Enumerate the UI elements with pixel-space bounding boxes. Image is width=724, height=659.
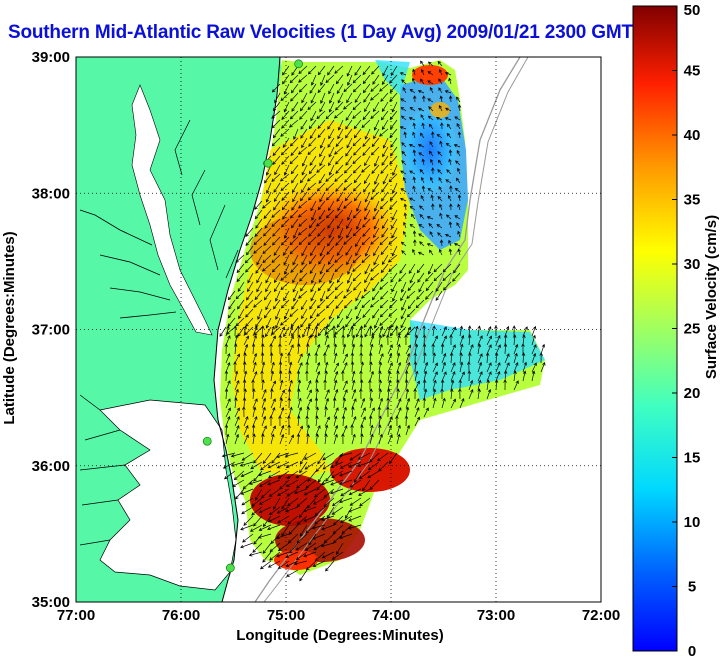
x-tick-labels: 77:00 76:00 75:00 74:00 73:00 72:00	[57, 607, 620, 624]
x-tick-label: 72:00	[582, 607, 620, 624]
velocity-arrows	[219, 60, 546, 582]
map-title: Southern Mid-Atlantic Raw Velocities (1 …	[8, 22, 633, 43]
grid-lines	[76, 57, 601, 602]
eastern-shore-rivers	[174, 119, 239, 279]
y-tick-labels: 39:00 38:00 37:00 36:00 35:00	[32, 49, 70, 611]
radar-stations	[202, 59, 304, 573]
radar-station-marker	[263, 158, 273, 168]
y-tick-label: 38:00	[32, 185, 70, 202]
y-tick-label: 35:00	[32, 594, 70, 611]
chesapeake-bay	[131, 84, 213, 336]
colorbar-tick-label: 45	[684, 63, 701, 80]
colorbar-tick-label: 50	[684, 2, 701, 19]
radar-station-marker	[294, 59, 304, 69]
colorbar-tick-label: 0	[688, 643, 696, 659]
sound-rivers	[79, 394, 126, 546]
x-tick-label: 74:00	[372, 607, 410, 624]
velocity-hotspot-east	[430, 102, 450, 118]
velocity-arrow-vectors	[219, 60, 546, 582]
radar-station-marker	[225, 563, 235, 573]
colorbar-tick-label: 25	[684, 321, 701, 338]
cyan-edge	[375, 60, 545, 400]
pamlico-sound	[99, 399, 237, 591]
y-tick-label: 39:00	[32, 49, 70, 66]
colorbar	[632, 5, 678, 652]
x-tick-label: 76:00	[162, 607, 200, 624]
colorbar-tick-label: 15	[684, 450, 701, 467]
low-velocity-core	[402, 105, 458, 195]
x-tick-label: 77:00	[57, 607, 95, 624]
colorbar-tick-label: 35	[684, 192, 701, 209]
plot-frame	[75, 56, 602, 603]
colorbar-label: Surface Velocity (cm/s)	[703, 215, 720, 379]
x-tick-label: 75:00	[267, 607, 305, 624]
x-axis-label: Longitude (Degrees:Minutes)	[236, 627, 444, 644]
y-tick-label: 37:00	[32, 322, 70, 339]
bathymetry-contour-2	[263, 57, 529, 602]
y-tick-label: 36:00	[32, 458, 70, 475]
colorbar-tick-label: 40	[684, 127, 701, 144]
potomac-river	[79, 209, 177, 319]
x-tick-label: 73:00	[477, 607, 515, 624]
colorbar-tick-label: 20	[684, 385, 701, 402]
colorbar-tick-label: 30	[684, 256, 701, 273]
colorbar-tick-label: 10	[684, 514, 701, 531]
bathymetry-contour	[254, 57, 521, 602]
radar-station-marker	[202, 436, 212, 446]
y-axis-label: Latitude (Degrees:Minutes)	[1, 231, 18, 424]
colorbar-tick-label: 5	[688, 579, 696, 596]
